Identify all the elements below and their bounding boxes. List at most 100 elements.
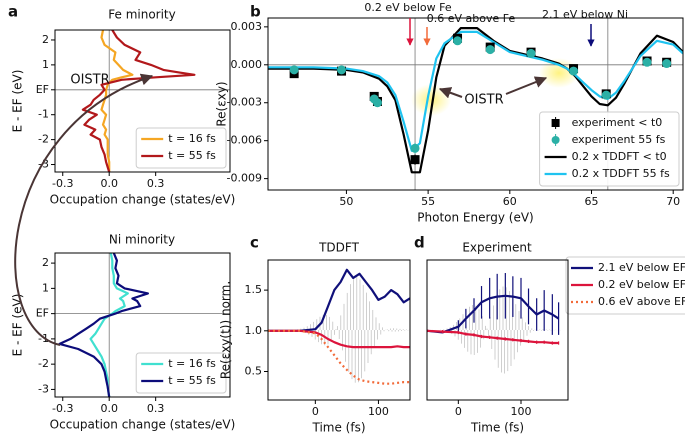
panel-title: Ni minority [109, 233, 175, 247]
x-tick-label: 65 [585, 195, 599, 208]
legend-box [565, 256, 685, 315]
legend-marker [551, 119, 560, 127]
charts: -0.3 0.0 0.3 -3 -2 -1 EF 1 2 Occupation change (s… [8, 1, 685, 435]
plot-area [55, 253, 230, 397]
y-tick-label: 0.000 [231, 58, 263, 71]
x-tick-label: 0 [455, 405, 462, 418]
panel-letter: b [250, 3, 261, 21]
panel-title: Fe minority [108, 8, 176, 22]
x-axis-label: Time (fs) [470, 421, 524, 435]
y-axis-label: E - EF (eV) [11, 70, 25, 133]
panel-letter: d [414, 234, 425, 252]
oistr-arrow [438, 87, 463, 99]
series-line [268, 329, 410, 349]
y-axis-label: Re(εxy(t)) norm. [219, 281, 233, 379]
y-tick-label: EF [36, 83, 49, 96]
legend-label: experiment < t0 [572, 116, 663, 129]
legend-label: 0.2 eV below EF (Fe) [598, 278, 685, 291]
data-marker [337, 65, 347, 75]
y-tick-label: 2 [42, 33, 49, 46]
y-axis-label: Re(εxy) [215, 81, 229, 126]
legend-label: 0.2 x TDDFT 55 fs [572, 167, 670, 180]
annotation: 2.1 eV below Ni [542, 8, 628, 21]
series-line [89, 253, 129, 397]
series-line [81, 30, 196, 172]
plot-area [268, 18, 683, 190]
annotation: OISTR [464, 93, 503, 108]
legend-label: experiment 55 fs [572, 133, 666, 146]
y-tick-label: -0.006 [227, 134, 262, 147]
series-line [427, 329, 559, 345]
x-tick-label: -0.3 [52, 402, 73, 415]
legend-label: t = 55 fs [168, 374, 216, 387]
x-tick-label: 55 [421, 195, 435, 208]
data-marker [410, 143, 420, 153]
oistr-arrow [14, 73, 154, 346]
data-marker [289, 65, 299, 75]
x-tick-label: 50 [339, 195, 353, 208]
series-line [100, 30, 134, 172]
legend-label: 0.6 eV above EF (Fe) [598, 295, 685, 308]
x-tick-label: -0.3 [52, 177, 73, 190]
plot-area [427, 273, 568, 374]
data-marker [642, 57, 652, 67]
panel-title: Experiment [462, 241, 532, 255]
data-marker [601, 90, 611, 100]
x-tick-label: 0.3 [147, 402, 165, 415]
data-marker [485, 45, 495, 55]
x-axis-label: Photon Energy (eV) [417, 211, 533, 225]
y-tick-label: 0.003 [231, 20, 263, 33]
x-axis-label: Occupation change (states/eV) [50, 193, 236, 207]
y-tick-label: -0.009 [227, 172, 262, 185]
x-tick-label: 100 [511, 405, 532, 418]
legend-label: t = 16 fs [168, 357, 216, 370]
data-marker [569, 66, 579, 76]
y-tick-label: -0.003 [227, 96, 262, 109]
x-axis-label: Occupation change (states/eV) [50, 418, 236, 432]
x-axis-label: Time (fs) [311, 421, 365, 435]
axes-frame [426, 259, 569, 401]
x-tick-label: 0.0 [100, 402, 118, 415]
legend-box [539, 111, 680, 187]
oistr-arrow [505, 76, 548, 95]
y-tick-label: 1.5 [245, 283, 263, 296]
legend-label: t = 16 fs [168, 132, 216, 145]
y-tick-label: -2 [38, 133, 49, 146]
y-tick-label: EF [36, 307, 49, 320]
axes-frame [54, 252, 231, 398]
highlight-glow [539, 58, 579, 88]
annotation: 0.2 eV below Fe [364, 1, 452, 14]
y-tick-label: 2 [42, 256, 49, 269]
x-tick-label: 0.0 [100, 177, 118, 190]
plot-area [55, 30, 230, 172]
annotation: OISTR [70, 73, 109, 88]
series-line [268, 30, 683, 152]
x-tick-label: 100 [368, 405, 389, 418]
series-line [268, 268, 410, 332]
y-tick-label: 0.5 [245, 365, 263, 378]
series-line [58, 253, 149, 397]
series-line [427, 294, 560, 334]
legend-label: t = 55 fs [168, 149, 216, 162]
axes-frame [54, 29, 231, 173]
axes-frame [267, 259, 411, 401]
panel-letter: c [250, 234, 259, 252]
x-tick-label: 60 [503, 195, 517, 208]
y-tick-label: 1 [42, 58, 49, 71]
x-tick-label: 0.3 [147, 177, 165, 190]
axes-frame [267, 17, 684, 191]
data-marker [453, 36, 463, 46]
y-axis-label: E - EF (eV) [11, 294, 25, 357]
y-tick-label: -3 [38, 158, 49, 171]
plot-area [268, 268, 410, 385]
y-tick-label: 1.0 [245, 324, 263, 337]
legend-label: 0.2 x TDDFT < t0 [572, 150, 667, 163]
y-tick-label: -3 [38, 382, 49, 395]
data-marker [372, 98, 382, 108]
y-tick-label: -2 [38, 357, 49, 370]
y-tick-label: -1 [38, 108, 49, 121]
panel-title: TDDFT [318, 241, 360, 255]
data-marker [410, 155, 420, 165]
